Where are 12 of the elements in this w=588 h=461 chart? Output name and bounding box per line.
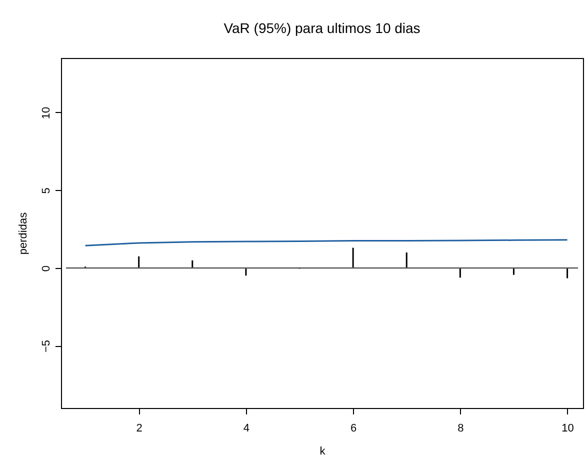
y-axis-title: perdidas xyxy=(18,212,30,255)
x-tick-label: 8 xyxy=(458,422,464,434)
x-tick-label: 4 xyxy=(243,422,250,434)
y-tick-label: −5 xyxy=(40,340,52,353)
x-tick-label: 10 xyxy=(562,422,574,434)
y-tick-label: 10 xyxy=(40,106,52,120)
y-tick-label: 0 xyxy=(40,265,52,272)
y-tick-label: 5 xyxy=(40,188,52,194)
x-tick-label: 2 xyxy=(136,422,142,434)
chart-title: VaR (95%) para ultimos 10 dias xyxy=(224,20,420,36)
x-tick-label: 6 xyxy=(350,422,357,434)
x-axis-title: k xyxy=(320,446,326,458)
